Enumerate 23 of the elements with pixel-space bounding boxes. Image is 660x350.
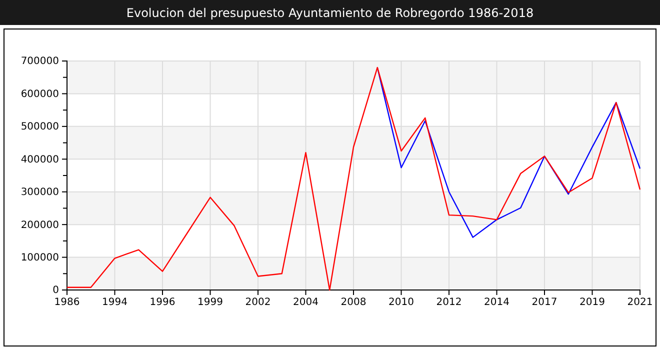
x-tick-label: 1996 (150, 297, 176, 308)
x-tick-label: 2010 (388, 297, 414, 308)
y-tick-label: 0 (52, 285, 59, 296)
x-tick-label: 2008 (340, 297, 366, 308)
y-tick-label: 300000 (20, 187, 59, 198)
y-tick-label: 400000 (20, 154, 59, 166)
y-tick-label: 100000 (20, 252, 59, 264)
x-tick-label: 1999 (198, 297, 223, 308)
y-tick-label: 200000 (20, 220, 59, 231)
x-tick-label: 2004 (293, 297, 318, 308)
y-tick-label: 600000 (20, 88, 59, 100)
y-tick-label: 700000 (20, 56, 59, 68)
chart-title: Evolucion del presupuesto Ayuntamiento de Robregordo 1986-2018 (126, 6, 534, 20)
x-tick-label: 2021 (627, 297, 653, 308)
x-tick-label: 2019 (580, 297, 605, 308)
x-tick-label: 2002 (245, 297, 271, 308)
x-tick-label: 2017 (532, 297, 558, 308)
line-series (66, 66, 641, 291)
x-tick-label: 1986 (54, 297, 80, 308)
x-tick-label: 2014 (484, 297, 510, 308)
y-tick-label: 500000 (20, 122, 59, 133)
x-tick-label: 2012 (436, 297, 462, 308)
x-tick-label: 1994 (102, 297, 128, 308)
